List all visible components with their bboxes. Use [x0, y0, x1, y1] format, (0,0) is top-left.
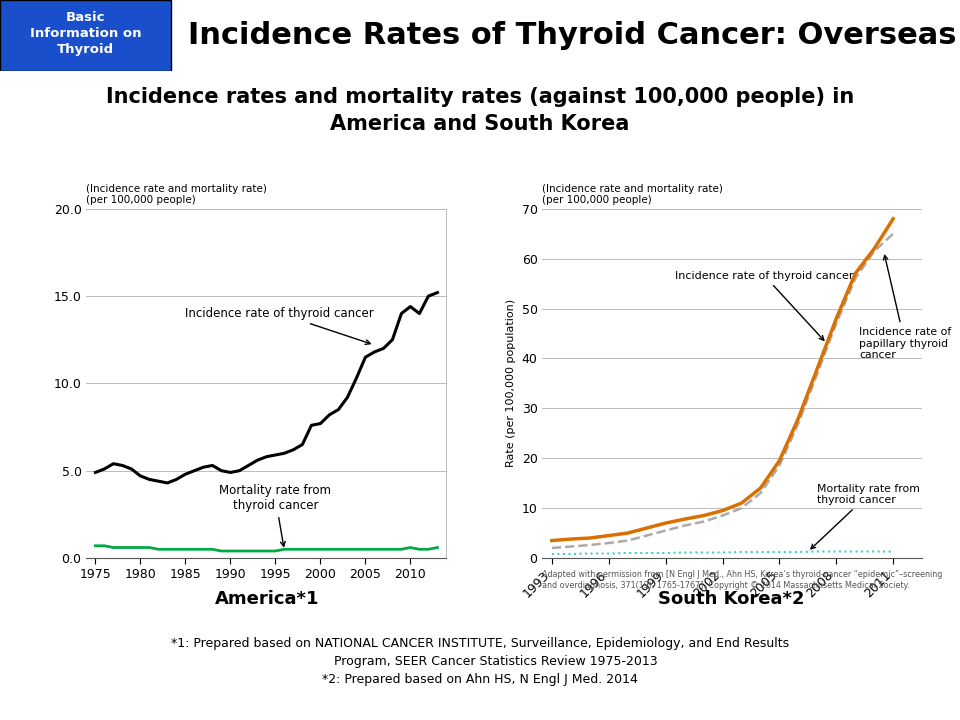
- Text: Basic
Information on
Thyroid: Basic Information on Thyroid: [30, 12, 141, 56]
- FancyBboxPatch shape: [0, 0, 171, 71]
- Text: (Incidence rate and mortality rate)
(per 100,000 people): (Incidence rate and mortality rate) (per…: [86, 184, 267, 205]
- Text: Incidence rates and mortality rates (against 100,000 people) in
America and Sout: Incidence rates and mortality rates (aga…: [106, 87, 854, 133]
- Text: Adapted with permission from [N Engl J Med., Ahn HS, Korea’s thyroid-cancer “epi: Adapted with permission from [N Engl J M…: [542, 570, 943, 590]
- Text: Incidence rate of thyroid cancer: Incidence rate of thyroid cancer: [675, 271, 853, 341]
- Text: Mortality rate from
thyroid cancer: Mortality rate from thyroid cancer: [220, 484, 331, 546]
- Text: *1: Prepared based on NATIONAL CANCER INSTITUTE, Surveillance, Epidemiology, and: *1: Prepared based on NATIONAL CANCER IN…: [171, 637, 789, 686]
- Text: (Incidence rate and mortality rate)
(per 100,000 people): (Incidence rate and mortality rate) (per…: [542, 184, 723, 205]
- Y-axis label: Rate (per 100,000 population): Rate (per 100,000 population): [506, 300, 516, 467]
- Text: South Korea*2: South Korea*2: [659, 590, 804, 608]
- Text: Mortality rate from
thyroid cancer: Mortality rate from thyroid cancer: [811, 484, 921, 549]
- Text: Incidence rate of
papillary thyroid
cancer: Incidence rate of papillary thyroid canc…: [859, 256, 951, 361]
- Text: America*1: America*1: [215, 590, 319, 608]
- Text: Incidence rate of thyroid cancer: Incidence rate of thyroid cancer: [185, 307, 374, 344]
- Text: Incidence Rates of Thyroid Cancer: Overseas: Incidence Rates of Thyroid Cancer: Overs…: [188, 21, 957, 50]
